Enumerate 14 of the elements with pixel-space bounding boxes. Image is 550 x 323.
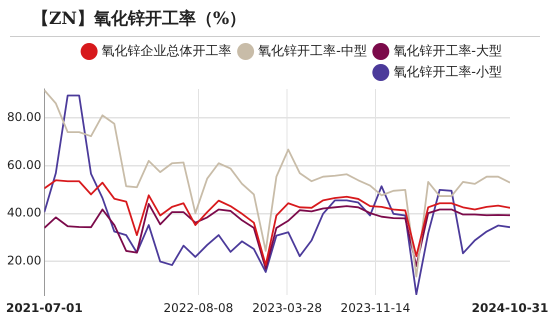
y-tick-label: 80.00: [6, 110, 42, 124]
x-tick-label: 2024-10-31: [472, 301, 548, 316]
legend-label: 氧化锌开工率-中型: [258, 42, 367, 59]
x-tick-label: 2023-03-28: [252, 301, 322, 316]
y-tick-label: 60.00: [6, 158, 42, 172]
legend-label: 氧化锌企业总体开工率: [102, 42, 232, 59]
x-tick-label: 2022-08-08: [164, 301, 234, 316]
legend-label: 氧化锌开工率-大型: [393, 42, 502, 59]
legend-label: 氧化锌开工率-小型: [393, 64, 502, 80]
x-tick-label: 2021-07-01: [6, 301, 83, 316]
y-tick-label: 20.00: [6, 254, 42, 268]
chart-title: 【ZN】氧化锌开工率（%）: [10, 0, 540, 37]
y-tick-label: 40.00: [6, 206, 42, 220]
x-tick-label: 2023-11-14: [340, 301, 410, 316]
